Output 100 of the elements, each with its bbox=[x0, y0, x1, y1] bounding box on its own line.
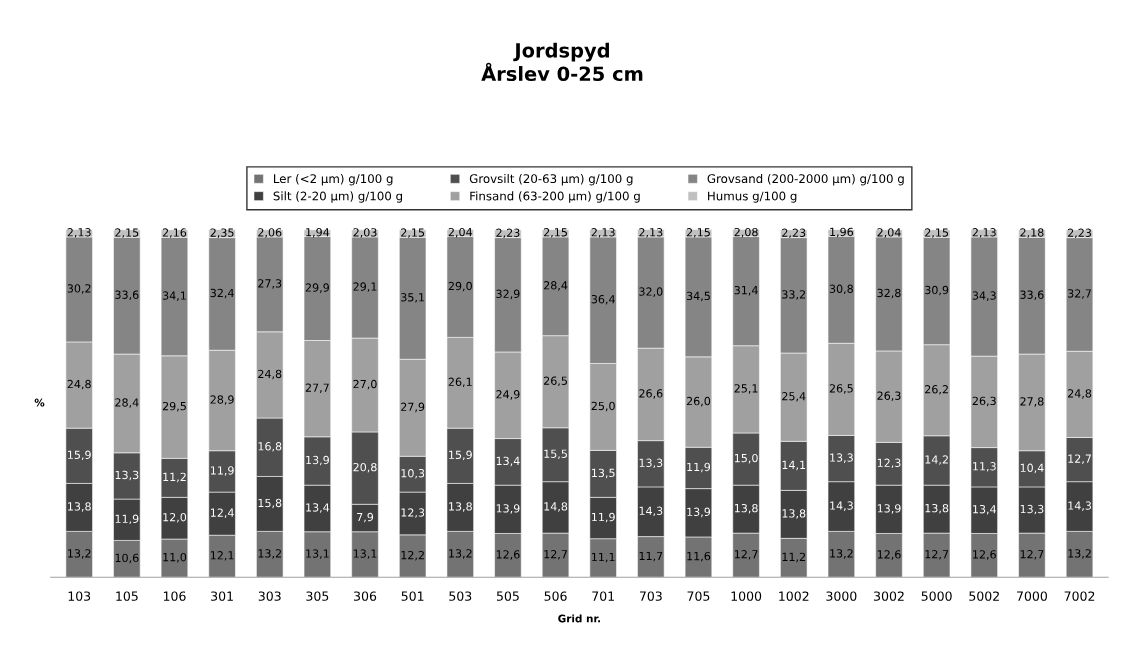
x-tick-label: 305 bbox=[306, 591, 329, 601]
x-axis-title: Grid nr. bbox=[558, 614, 600, 623]
data-label: 2,08 bbox=[734, 227, 758, 238]
data-label: 2,04 bbox=[448, 227, 473, 238]
data-label: 26,6 bbox=[639, 389, 663, 399]
data-label: 12,7 bbox=[544, 550, 567, 560]
data-label: 12,1 bbox=[210, 551, 234, 561]
data-label: 12,3 bbox=[877, 458, 901, 469]
data-label: 13,4 bbox=[496, 456, 520, 467]
data-label: 13,2 bbox=[830, 549, 853, 559]
data-label: 30,9 bbox=[925, 285, 949, 296]
data-label: 35,1 bbox=[401, 293, 424, 303]
legend-label: Silt (2-20 µm) g/100 g bbox=[273, 191, 402, 203]
data-label: 14,2 bbox=[925, 455, 948, 465]
data-label: 13,9 bbox=[306, 455, 329, 466]
data-label: 13,1 bbox=[353, 549, 377, 559]
data-label: 12,6 bbox=[973, 550, 996, 560]
data-label: 34,3 bbox=[972, 291, 996, 301]
x-tick-label: 503 bbox=[449, 591, 472, 601]
data-label: 11,9 bbox=[210, 466, 234, 476]
data-label: 13,2 bbox=[449, 549, 472, 559]
data-label: 29,9 bbox=[305, 283, 329, 293]
x-tick-label: 7000 bbox=[1017, 591, 1047, 601]
data-label: 15,9 bbox=[449, 450, 472, 461]
data-label: 32,9 bbox=[496, 289, 520, 300]
data-label: 33,6 bbox=[1020, 290, 1044, 301]
data-label: 2,35 bbox=[210, 228, 234, 238]
data-label: 33,2 bbox=[782, 290, 805, 300]
data-label: 2,15 bbox=[686, 228, 710, 238]
data-label: 2,23 bbox=[496, 228, 520, 239]
data-label: 11,9 bbox=[115, 514, 139, 525]
x-tick-label: 106 bbox=[163, 591, 186, 601]
data-label: 26,5 bbox=[829, 384, 853, 394]
data-label: 2,23 bbox=[782, 228, 806, 239]
data-label: 2,15 bbox=[115, 228, 139, 238]
data-label: 36,4 bbox=[591, 295, 615, 305]
x-tick-label: 7002 bbox=[1064, 591, 1095, 601]
data-label: 13,3 bbox=[1020, 504, 1044, 515]
legend-label: Humus g/100 g bbox=[708, 191, 797, 203]
data-label: 7,9 bbox=[357, 512, 374, 523]
x-tick-label: 703 bbox=[639, 591, 662, 601]
legend-label: Grovsilt (20-63 µm) g/100 g bbox=[469, 173, 633, 186]
data-label: 14,3 bbox=[830, 501, 853, 511]
data-label: 2,13 bbox=[67, 228, 91, 238]
data-label: 2,18 bbox=[1020, 228, 1044, 238]
data-label: 13,2 bbox=[258, 549, 281, 559]
data-label: 15,0 bbox=[734, 453, 758, 464]
data-label: 27,3 bbox=[258, 279, 282, 289]
x-tick-label: 506 bbox=[544, 591, 567, 601]
data-label: 2,15 bbox=[544, 228, 567, 238]
data-label: 14,1 bbox=[782, 460, 806, 471]
data-label: 14,3 bbox=[639, 506, 663, 517]
data-label: 11,0 bbox=[163, 552, 187, 563]
data-label: 2,13 bbox=[639, 228, 663, 238]
data-label: 34,5 bbox=[686, 291, 710, 302]
data-label: 30,8 bbox=[829, 284, 853, 295]
data-label: 12,6 bbox=[496, 550, 520, 560]
data-label: 11,7 bbox=[639, 551, 663, 562]
y-axis-title: % bbox=[34, 398, 45, 407]
data-label: 24,8 bbox=[1067, 389, 1092, 399]
data-label: 29,0 bbox=[448, 281, 472, 292]
data-label: 13,8 bbox=[68, 502, 91, 512]
x-tick-label: 3000 bbox=[826, 591, 857, 601]
data-label: 32,4 bbox=[210, 288, 234, 299]
x-tick-label: 5002 bbox=[969, 591, 999, 601]
data-label: 11,9 bbox=[592, 512, 615, 523]
data-label: 16,8 bbox=[258, 442, 282, 452]
data-label: 12,2 bbox=[401, 550, 424, 561]
data-label: 13,8 bbox=[734, 503, 758, 514]
data-label: 27,0 bbox=[353, 379, 377, 390]
data-label: 33,6 bbox=[115, 290, 139, 301]
x-tick-label: 1002 bbox=[779, 591, 809, 601]
data-label: 12,7 bbox=[1020, 550, 1044, 560]
data-label: 20,8 bbox=[353, 462, 377, 473]
data-label: 24,9 bbox=[496, 390, 520, 400]
data-label: 28,9 bbox=[210, 395, 234, 405]
data-label: 15,5 bbox=[544, 449, 567, 460]
data-label: 1,96 bbox=[830, 227, 854, 238]
data-label: 24,8 bbox=[258, 369, 282, 380]
x-tick-label: 105 bbox=[116, 591, 138, 601]
data-label: 32,8 bbox=[877, 288, 901, 299]
legend-label: Finsand (63-200 µm) g/100 g bbox=[470, 191, 640, 203]
data-label: 10,4 bbox=[1020, 463, 1044, 474]
data-label: 2,23 bbox=[1067, 228, 1092, 239]
data-label: 12,6 bbox=[877, 550, 901, 560]
x-tick-label: 501 bbox=[401, 591, 424, 601]
data-label: 11,2 bbox=[163, 472, 186, 483]
data-label: 24,8 bbox=[67, 379, 91, 390]
data-label: 11,3 bbox=[973, 462, 996, 472]
legend-label: Ler (<2 µm) g/100 g bbox=[274, 173, 393, 186]
data-label: 28,4 bbox=[115, 398, 139, 408]
data-label: 13,3 bbox=[830, 453, 853, 463]
data-label: 13,2 bbox=[68, 549, 91, 559]
data-label: 25,4 bbox=[782, 392, 806, 402]
data-label: 26,1 bbox=[448, 377, 472, 388]
data-label: 2,04 bbox=[877, 228, 901, 238]
legend-label: Grovsand (200-2000 µm) g/100 g bbox=[707, 173, 904, 186]
data-label: 2,06 bbox=[258, 228, 282, 238]
data-label: 26,5 bbox=[544, 376, 567, 387]
data-label: 13,9 bbox=[877, 504, 901, 514]
